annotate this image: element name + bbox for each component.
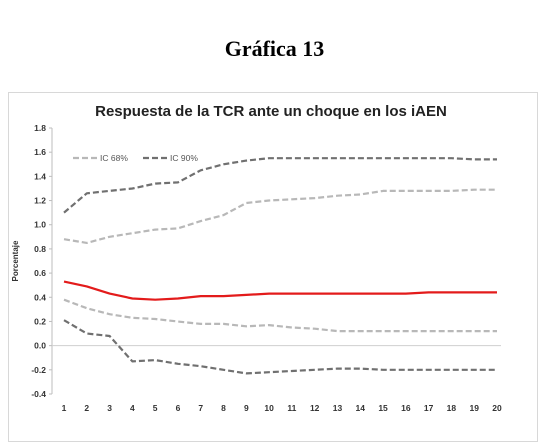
x-tick-label: 16: [401, 403, 411, 413]
x-tick-label: 20: [492, 403, 502, 413]
y-tick-label: 1.0: [34, 220, 46, 230]
y-tick-label: 0.8: [34, 244, 46, 254]
x-tick-label: 5: [153, 403, 158, 413]
y-tick-label: -0.4: [31, 389, 46, 399]
y-tick-label: 1.4: [34, 171, 46, 181]
x-tick-label: 9: [244, 403, 249, 413]
y-tick-label: 1.8: [34, 123, 46, 133]
y-tick-label: 0.0: [34, 341, 46, 351]
y-axis-label: Porcentaje: [11, 240, 20, 281]
x-tick-label: 13: [333, 403, 343, 413]
x-tick-label: 8: [221, 403, 226, 413]
y-tick-label: 0.4: [34, 292, 46, 302]
y-tick-label: 1.2: [34, 196, 46, 206]
x-tick-label: 12: [310, 403, 320, 413]
axes: 1.81.61.41.21.00.80.60.40.20.0-0.2-0.41 2…: [31, 123, 502, 413]
y-tick-label: 1.6: [34, 147, 46, 157]
y-tick-label: -0.2: [31, 365, 46, 375]
series-line-3: [63, 157, 497, 214]
x-tick-label: 2: [84, 403, 89, 413]
series-line-2: [63, 298, 497, 333]
x-tick-label: 15: [378, 403, 388, 413]
x-tick-label: 4: [130, 403, 135, 413]
series-line-0: [63, 280, 497, 301]
page-heading: Gráfica 13: [224, 36, 325, 61]
y-tick-label: 0.2: [34, 316, 46, 326]
x-tick-label: 6: [176, 403, 181, 413]
series-layer: [63, 157, 497, 375]
series-line-1: [63, 188, 497, 244]
legend-label: IC 90%: [170, 153, 198, 163]
chart-title: Respuesta de la TCR ante un choque en lo…: [95, 103, 447, 120]
x-tick-label: 19: [469, 403, 479, 413]
x-tick-label: 11: [287, 403, 296, 413]
x-tick-label: 10: [264, 403, 274, 413]
x-tick-label: 17: [424, 403, 434, 413]
legend-label: IC 68%: [100, 153, 128, 163]
x-tick-label: 14: [356, 403, 366, 413]
x-tick-label: 1: [62, 403, 67, 413]
legend: IC 68% IC 90%: [73, 153, 198, 163]
chart-frame: [8, 92, 538, 442]
x-tick-label: 3: [107, 403, 112, 413]
series-line-4: [63, 319, 497, 375]
x-tick-label: 18: [447, 403, 457, 413]
x-tick-label: 7: [198, 403, 203, 413]
y-tick-label: 0.6: [34, 268, 46, 278]
